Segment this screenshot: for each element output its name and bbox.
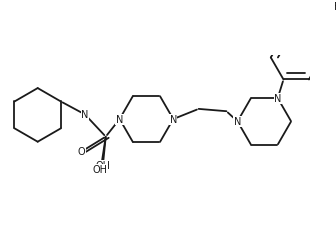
Text: N: N (170, 114, 177, 125)
Text: F: F (334, 2, 336, 12)
Text: OH: OH (96, 161, 111, 171)
Text: N: N (274, 94, 282, 104)
Text: O: O (78, 147, 86, 157)
Text: F: F (300, 0, 305, 1)
Text: N: N (116, 114, 123, 125)
Text: N: N (234, 117, 241, 127)
Text: N: N (81, 110, 89, 120)
Text: OH: OH (93, 164, 108, 174)
